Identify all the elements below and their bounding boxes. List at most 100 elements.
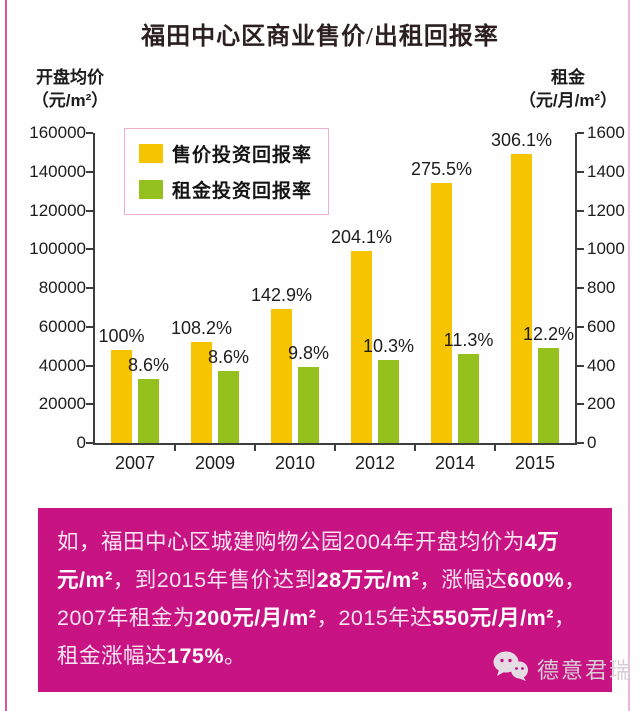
right-y-tick-mark	[577, 287, 584, 289]
legend-label-rent-return: 租金投资回报率	[172, 181, 313, 202]
right-axis-title-line2: （元/月/m²）	[518, 91, 618, 110]
bar-group-2012: 204.1% 10.3%	[331, 133, 415, 443]
bar-value-label: 8.6%	[127, 355, 170, 376]
bar-left-2009: 108.2%	[171, 318, 232, 443]
note-bold-segment: 200元/月/m²	[194, 606, 317, 630]
left-y-tick-label: 40000	[38, 355, 86, 375]
legend-swatch-yellow	[139, 144, 163, 163]
left-y-tick-mark	[86, 287, 93, 289]
right-axis-title-line1: 租金	[551, 68, 585, 87]
left-y-tick-mark	[86, 209, 93, 212]
left-axis-title-line1: 开盘均价	[36, 68, 104, 87]
right-border-line	[628, 0, 630, 711]
bar-right-2009: 8.6%	[208, 347, 249, 443]
right-y-tick-label: 400	[587, 355, 616, 375]
x-tick-mark	[414, 445, 416, 451]
bar-fill	[351, 251, 372, 443]
note-bold-segment: 550元/月/m²	[432, 606, 554, 630]
bar-fill	[378, 359, 399, 443]
left-y-tick-mark	[86, 132, 93, 134]
right-y-tick-mark	[577, 132, 584, 134]
left-y-tick-label: 60000	[38, 316, 86, 336]
watermark: 德意君瑞	[492, 650, 633, 687]
legend-item-rent-return: 租金投资回报率	[139, 176, 312, 203]
right-y-tick-label: 600	[587, 316, 616, 336]
right-y-tick-label: 0	[587, 433, 597, 452]
right-y-tick-mark	[577, 170, 584, 173]
x-tick-mark	[254, 445, 256, 451]
note-segment: ，2015年达	[316, 606, 433, 630]
note-bold-segment: 28万元/m²	[316, 568, 420, 592]
left-y-tick-mark	[86, 170, 93, 173]
right-y-tick-label: 1000	[587, 239, 625, 259]
right-y-tick-mark	[577, 442, 584, 444]
bar-right-2012: 10.3%	[363, 336, 414, 443]
bar-left-2014: 275.5%	[411, 159, 472, 443]
legend: 售价投资回报率 租金投资回报率	[124, 128, 330, 215]
note-segment: ，2007年租金为	[57, 568, 587, 630]
note-bold-segment: 4万元/m²	[57, 530, 560, 592]
bar-left-2007: 100%	[98, 326, 145, 443]
wechat-icon	[492, 650, 530, 687]
bar-fill	[271, 309, 292, 443]
bar-right-2007: 8.6%	[128, 355, 169, 443]
bar-value-label: 108.2%	[170, 318, 233, 339]
bar-right-2015: 12.2%	[523, 324, 574, 443]
bar-left-2010: 142.9%	[251, 285, 312, 443]
right-y-tick-mark	[577, 325, 584, 328]
right-axis-title: 租金 （元/月/m²）	[510, 66, 626, 112]
legend-item-sale-return: 售价投资回报率	[139, 140, 312, 167]
bar-value-label: 11.3%	[443, 329, 494, 350]
bar-value-label: 10.3%	[362, 335, 415, 356]
bar-group-2007: 100% 8.6%	[95, 133, 175, 443]
left-y-tick-mark	[86, 325, 93, 328]
bar-fill	[298, 367, 319, 443]
left-y-tick-mark	[86, 442, 93, 444]
bar-left-2012: 204.1%	[331, 227, 392, 443]
left-y-tick-label: 160000	[29, 123, 86, 142]
right-y-tick-mark	[577, 248, 584, 251]
left-axis-title-line2: （元/m²）	[31, 91, 109, 110]
right-y-tick-label: 200	[587, 394, 616, 414]
left-border-line	[5, 0, 7, 711]
note-segment: ，到2015年售价达到	[112, 568, 317, 592]
right-y-tick-label: 800	[587, 278, 616, 297]
note-segment: 。	[224, 644, 247, 668]
note-segment: ，涨幅达	[419, 568, 508, 592]
bar-fill	[218, 371, 239, 443]
bar-right-2010: 9.8%	[288, 343, 329, 443]
x-tick-label-2012: 2012	[354, 453, 396, 473]
watermark-text: 德意君瑞	[537, 657, 634, 683]
right-y-tick-label: 1200	[587, 200, 625, 220]
plot-area: 100% 8.6% 108.2% 8.6% 142.9% 9.8% 204.1% 10.3% 2…	[93, 130, 577, 445]
left-y-tick-mark	[86, 364, 93, 367]
bar-value-label: 275.5%	[410, 159, 473, 180]
bar-fill	[431, 183, 452, 443]
bar-value-label: 100%	[98, 326, 145, 346]
bar-fill	[138, 379, 159, 443]
bar-group-2015: 306.1% 12.2%	[491, 130, 575, 443]
bar-fill	[191, 342, 212, 443]
right-y-tick-mark	[577, 364, 584, 367]
bar-value-label: 8.6%	[207, 347, 250, 368]
legend-swatch-green	[139, 180, 163, 199]
bar-fill	[111, 350, 132, 443]
left-y-tick-mark	[86, 403, 93, 406]
bar-group-2014: 275.5% 11.3%	[411, 133, 495, 443]
left-y-tick-label: 140000	[29, 161, 86, 181]
right-y-tick-label: 1400	[587, 161, 625, 181]
page-title: 福田中心区商业售价/出租回报率	[141, 24, 499, 50]
bar-group-2010: 142.9% 9.8%	[251, 133, 335, 443]
left-y-tick-mark	[86, 248, 93, 251]
x-tick-label-2014: 2014	[434, 453, 476, 473]
left-y-tick-label: 100000	[29, 239, 86, 259]
right-y-tick-mark	[577, 209, 584, 212]
bar-right-2014: 11.3%	[444, 330, 493, 443]
bar-left-2015: 306.1%	[491, 130, 552, 443]
left-y-tick-label: 120000	[29, 200, 86, 220]
bar-value-label: 12.2%	[522, 324, 575, 345]
note-segment: 如，福田中心区城建购物公园2004年开盘均价为	[57, 530, 525, 554]
x-tick-mark	[334, 445, 336, 451]
x-tick-mark	[494, 445, 496, 451]
